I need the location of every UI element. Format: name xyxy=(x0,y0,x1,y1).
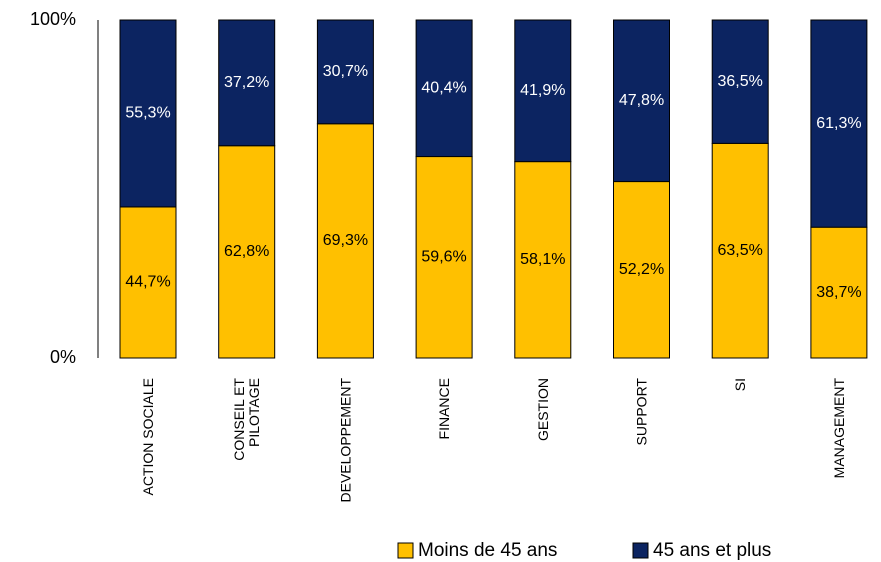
bar-segment-under-45-1 xyxy=(119,206,177,359)
category-label-7: SI xyxy=(732,378,748,391)
bar-segment-under-45-8 xyxy=(810,226,868,359)
legend: Moins de 45 ans 45 ans et plus xyxy=(397,540,771,561)
bar-segment-45-plus-2 xyxy=(218,19,276,147)
data-label-45-plus-4: 40,4% xyxy=(421,79,466,96)
data-label-45-plus-6: 47,8% xyxy=(619,92,664,109)
data-label-45-plus-1: 55,3% xyxy=(125,105,170,122)
bar-segment-under-45-7 xyxy=(711,142,769,359)
data-label-45-plus-2: 37,2% xyxy=(224,74,269,91)
data-label-under-45-7: 63,5% xyxy=(718,242,763,259)
bar-segment-45-plus-3 xyxy=(316,19,374,125)
bar-segment-45-plus-6 xyxy=(613,19,670,183)
data-label-45-plus-3: 30,7% xyxy=(323,63,368,80)
bar-segment-45-plus-1 xyxy=(119,19,177,208)
legend-label-series-1: Moins de 45 ans xyxy=(418,540,557,561)
bar-segment-under-45-4 xyxy=(415,156,473,359)
data-label-under-45-6: 52,2% xyxy=(619,261,664,278)
data-label-under-45-1: 44,7% xyxy=(125,274,170,291)
category-label-3: DEVELOPPEMENT xyxy=(337,378,353,503)
bar-segment-45-plus-5 xyxy=(514,19,572,163)
bar-segment-45-plus-4 xyxy=(415,19,473,158)
bar-segment-under-45-3 xyxy=(316,123,374,359)
data-label-under-45-4: 59,6% xyxy=(421,248,466,265)
bar-segment-under-45-6 xyxy=(613,181,670,359)
category-label-8: MANAGEMENT xyxy=(831,378,847,479)
bar-segment-45-plus-8 xyxy=(810,19,868,228)
y-tick-label-max: 100% xyxy=(30,9,76,29)
bar-segment-45-plus-7 xyxy=(711,19,769,144)
category-label-6: SUPPORT xyxy=(634,378,650,446)
data-label-under-45-5: 58,1% xyxy=(520,251,565,268)
data-label-45-plus-8: 61,3% xyxy=(816,115,861,132)
data-label-under-45-8: 38,7% xyxy=(816,284,861,301)
category-label-5: GESTION xyxy=(535,378,551,441)
bars-group: 44,7% 55,3% 62,8% 37,2% 69,3% 30,7% 59,6% 40,4%… xyxy=(119,19,868,359)
bar-segment-under-45-5 xyxy=(514,161,572,359)
y-tick-label-min: 0% xyxy=(50,347,76,367)
data-label-under-45-3: 69,3% xyxy=(323,232,368,249)
category-label-4: FINANCE xyxy=(436,378,452,439)
category-label-2: CONSEIL ETPILOTAGE xyxy=(231,378,262,461)
category-labels-group: ACTION SOCIALE CONSEIL ETPILOTAGE DEVELOPP… xyxy=(140,378,847,503)
legend-label-series-2: 45 ans et plus xyxy=(653,540,771,561)
category-label-1: ACTION SOCIALE xyxy=(140,378,156,495)
data-label-45-plus-7: 36,5% xyxy=(718,73,763,90)
legend-swatch-series-2 xyxy=(632,542,649,559)
data-label-under-45-2: 62,8% xyxy=(224,243,269,260)
data-label-45-plus-5: 41,9% xyxy=(520,82,565,99)
legend-swatch-series-1 xyxy=(397,542,414,559)
